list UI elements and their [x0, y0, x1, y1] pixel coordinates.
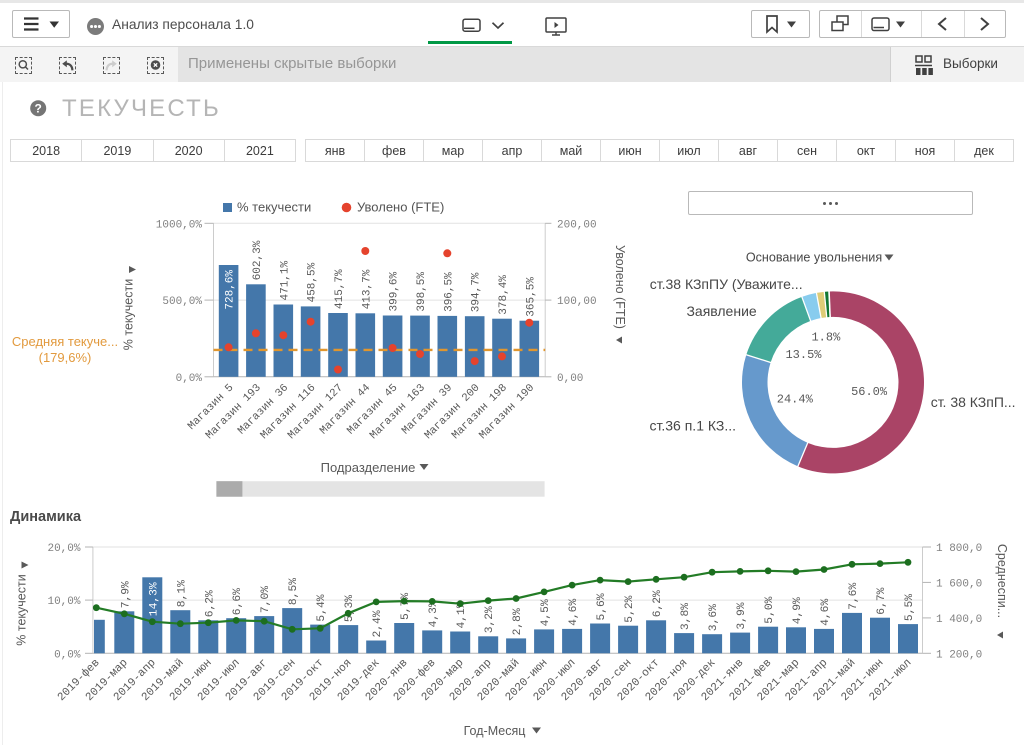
svg-text:8,5%: 8,5% [288, 578, 300, 605]
svg-text:602,3%: 602,3% [252, 240, 264, 280]
svg-text:378,4%: 378,4% [498, 275, 510, 315]
svg-text:3,6%: 3,6% [708, 604, 720, 631]
svg-text:Подразделение: Подразделение [321, 460, 416, 475]
svg-text:6,6%: 6,6% [232, 588, 244, 615]
svg-text:3,2%: 3,2% [484, 606, 496, 633]
svg-text:3,9%: 3,9% [736, 602, 748, 629]
svg-text:471,1%: 471,1% [279, 260, 291, 300]
svg-text:3,8%: 3,8% [680, 603, 692, 630]
svg-text:100,00: 100,00 [557, 296, 597, 308]
svg-text:0,00: 0,00 [557, 373, 583, 385]
svg-text:13.5%: 13.5% [785, 348, 822, 362]
svg-text:458,5%: 458,5% [307, 262, 319, 302]
svg-text:56.0%: 56.0% [851, 385, 888, 399]
svg-text:10,0%: 10,0% [47, 596, 80, 608]
svg-text:2,4%: 2,4% [372, 610, 384, 637]
svg-text:Среднеспи...: Среднеспи... [995, 544, 1009, 618]
svg-text:?: ? [35, 102, 42, 116]
svg-text:7,9%: 7,9% [120, 581, 132, 608]
svg-text:8,1%: 8,1% [176, 580, 188, 607]
svg-text:5,2%: 5,2% [624, 595, 636, 622]
svg-text:365,5%: 365,5% [525, 277, 537, 317]
svg-text:5,3%: 5,3% [344, 595, 356, 622]
svg-text:6,2%: 6,2% [204, 590, 216, 617]
svg-text:% текучести: % текучести [122, 279, 136, 350]
svg-text:4,1%: 4,1% [456, 601, 468, 628]
svg-text:20,0%: 20,0% [47, 543, 80, 555]
svg-text:5,5%: 5,5% [904, 594, 916, 621]
svg-text:1.8%: 1.8% [811, 331, 841, 345]
svg-text:4,6%: 4,6% [568, 599, 580, 626]
svg-text:24.4%: 24.4% [777, 393, 814, 407]
svg-text:4,3%: 4,3% [428, 600, 440, 627]
svg-text:% текучести: % текучести [237, 200, 311, 215]
svg-text:399,6%: 399,6% [389, 271, 401, 311]
svg-text:6,2%: 6,2% [652, 590, 664, 617]
svg-text:5,4%: 5,4% [316, 594, 328, 621]
svg-text:0,0%: 0,0% [54, 649, 81, 661]
svg-text:4,5%: 4,5% [540, 599, 552, 626]
svg-text:1000,0%: 1000,0% [156, 219, 203, 231]
svg-text:5,0%: 5,0% [764, 596, 776, 623]
svg-text:398,5%: 398,5% [416, 272, 428, 312]
svg-text:% текучести: % текучести [15, 574, 29, 645]
svg-text:394,7%: 394,7% [471, 272, 483, 312]
svg-text:ст.38 КЗпПУ (Уважите...: ст.38 КЗпПУ (Уважите... [650, 276, 803, 292]
svg-text:728,6%: 728,6% [225, 270, 237, 310]
svg-text:1 200,0: 1 200,0 [936, 649, 982, 661]
svg-text:413,7%: 413,7% [361, 269, 373, 309]
svg-text:415,7%: 415,7% [334, 269, 346, 309]
svg-text:Уволено (FTE): Уволено (FTE) [357, 200, 444, 215]
svg-text:7,6%: 7,6% [848, 583, 860, 610]
svg-text:4,9%: 4,9% [792, 597, 804, 624]
svg-text:ст.36 п.1 КЗ...: ст.36 п.1 КЗ... [650, 418, 736, 434]
svg-text:Основание увольнения: Основание увольнения [746, 251, 882, 265]
svg-text:2,8%: 2,8% [512, 608, 524, 635]
svg-text:6,7%: 6,7% [876, 587, 888, 614]
svg-text:1 400,0: 1 400,0 [936, 614, 982, 626]
svg-text:Уволено (FTE): Уволено (FTE) [613, 245, 627, 329]
svg-text:200,00: 200,00 [557, 219, 597, 231]
svg-text:396,5%: 396,5% [443, 272, 455, 312]
svg-text:14,3%: 14,3% [148, 582, 160, 616]
svg-text:Заявление: Заявление [686, 303, 756, 319]
svg-text:5,7%: 5,7% [400, 593, 412, 620]
svg-text:Год-Месяц: Год-Месяц [464, 724, 526, 738]
svg-text:ст. 38 КЗпП...: ст. 38 КЗпП... [931, 394, 1016, 410]
svg-text:5,6%: 5,6% [596, 593, 608, 620]
svg-text:500,0%: 500,0% [162, 296, 202, 308]
svg-text:0,0%: 0,0% [176, 373, 203, 385]
svg-text:7,0%: 7,0% [260, 586, 272, 613]
svg-text:4,6%: 4,6% [820, 599, 832, 626]
svg-text:1 600,0: 1 600,0 [936, 578, 982, 590]
svg-text:1 800,0: 1 800,0 [936, 543, 982, 555]
